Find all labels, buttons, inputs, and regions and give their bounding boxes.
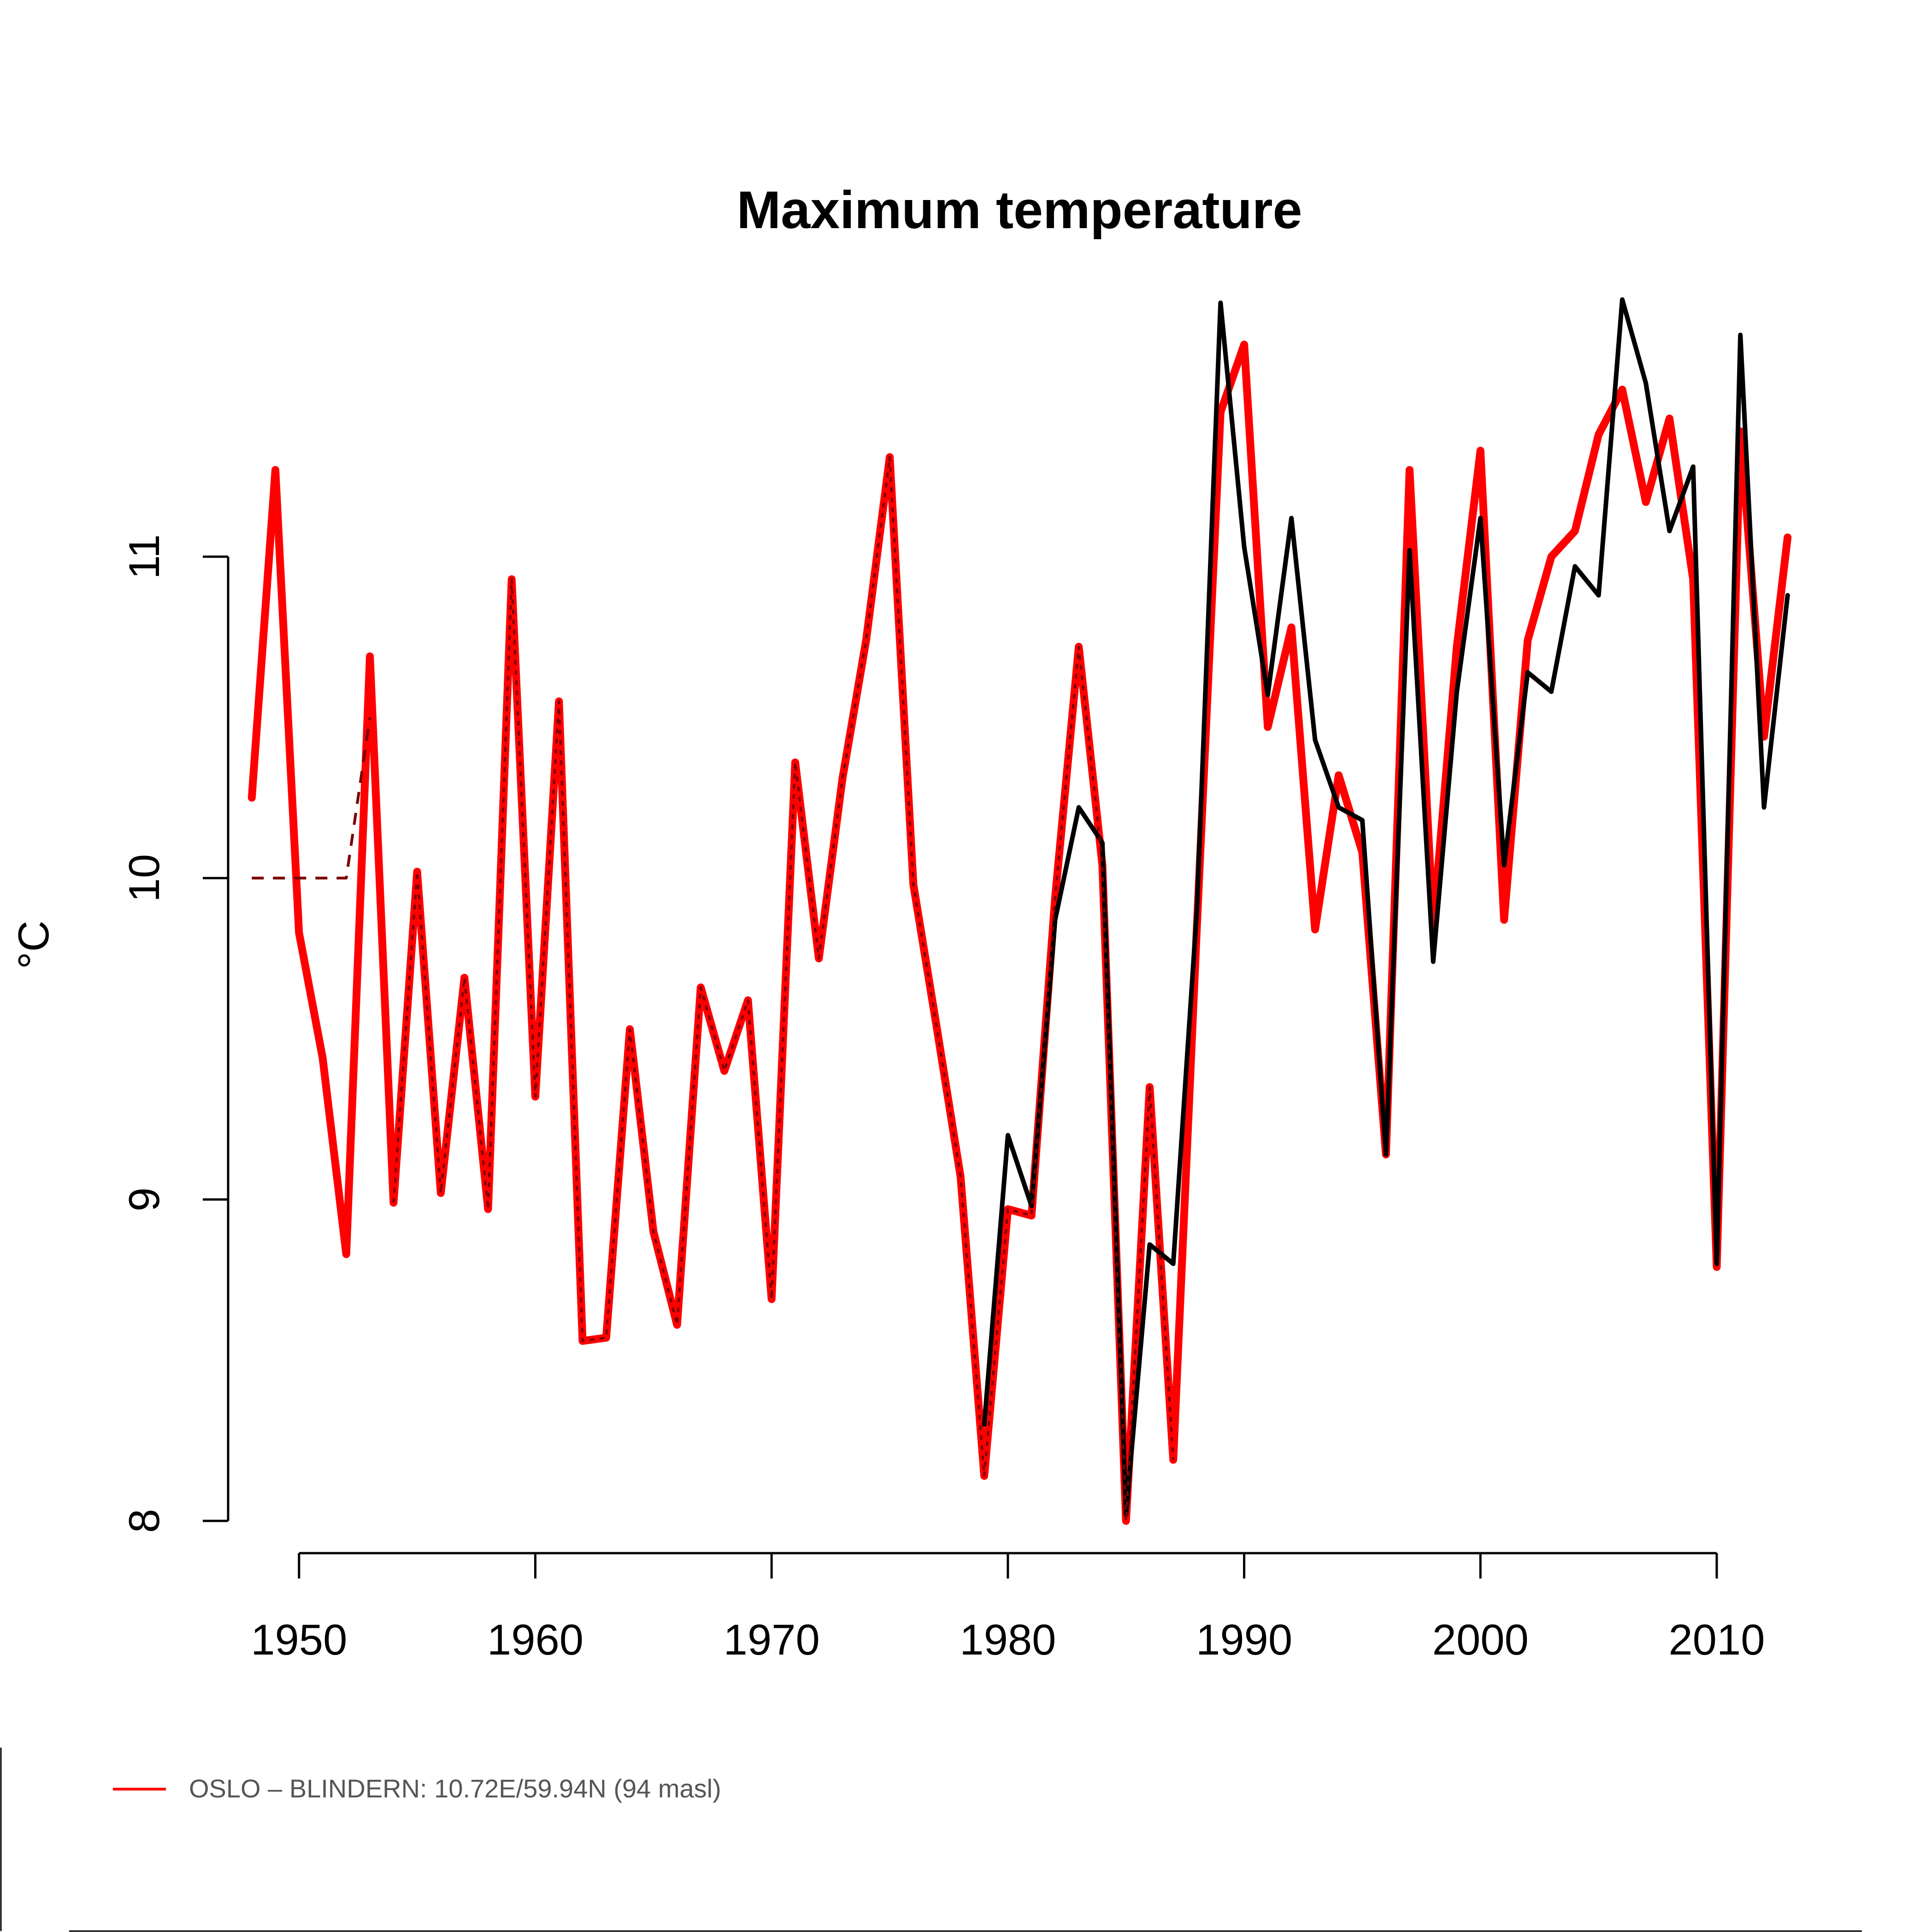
series-line-3 (392, 456, 1175, 1522)
y-axis-title: °C (9, 920, 58, 969)
legend-label-oslo-blindern: OSLO – BLINDERN: 10.72E/59.94N (94 masl) (189, 1774, 721, 1803)
series-line-2 (252, 717, 371, 880)
x-tick-label: 1980 (960, 1615, 1056, 1664)
y-tick-label: 11 (120, 534, 168, 579)
x-tick-label: 2000 (1432, 1615, 1529, 1664)
series-line-1 (982, 297, 1790, 1517)
y-tick-label: 9 (120, 1187, 168, 1211)
x-tick-label: 1950 (251, 1615, 347, 1664)
x-tick-label: 1960 (487, 1615, 583, 1664)
series-line-0 (247, 341, 1792, 1525)
y-axis: 8 9 10 11 (120, 534, 230, 1533)
x-tick-label: 1990 (1196, 1615, 1292, 1664)
plot-area (247, 297, 1792, 1525)
x-tick-label: 2010 (1668, 1615, 1765, 1664)
chart-title: Maximum temperature (736, 181, 1302, 240)
legend: OSLO – BLINDERN: 10.72E/59.94N (94 masl) (0, 1748, 1862, 1932)
y-tick-label: 8 (120, 1509, 168, 1533)
x-tick-label: 1970 (724, 1615, 820, 1664)
y-tick-label: 10 (120, 854, 168, 902)
x-axis: 1950 1960 1970 1980 1990 2000 2010 (251, 1552, 1765, 1664)
